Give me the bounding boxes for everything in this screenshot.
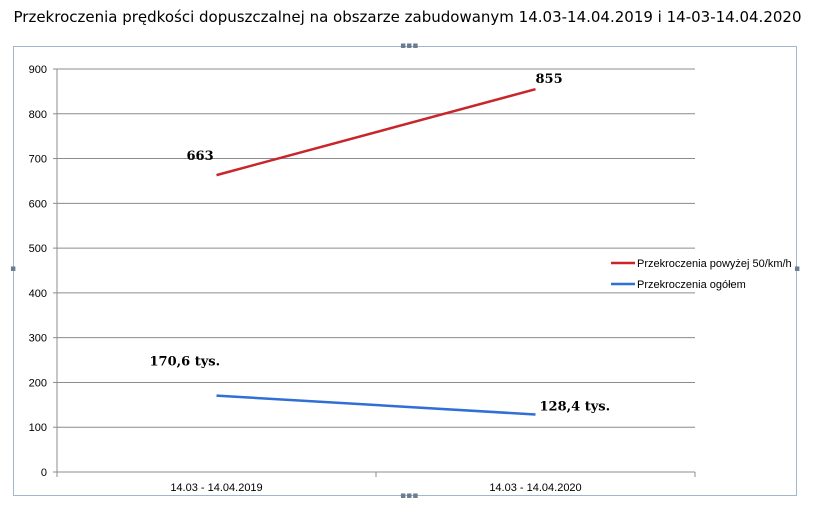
y-tick-label: 100 — [29, 422, 47, 434]
y-tick-label: 0 — [41, 467, 47, 479]
data-label: 128,4 tys. — [540, 400, 611, 415]
y-tick-label: 800 — [29, 109, 47, 121]
resize-handle-right[interactable]: ▪ — [794, 264, 801, 274]
chart-frame[interactable] — [13, 46, 797, 496]
data-label: 663 — [187, 149, 214, 164]
y-tick-label: 600 — [29, 198, 47, 210]
resize-handle-left[interactable]: ▪ — [10, 264, 17, 274]
y-tick-label: 700 — [29, 154, 47, 166]
chart-title: Przekroczenia prędkości dopuszczalnej na… — [13, 8, 802, 26]
resize-handle-top[interactable]: ▪▪▪ — [400, 41, 419, 51]
legend-label: Przekroczenia ogółem — [637, 279, 746, 291]
y-tick-label: 500 — [29, 243, 47, 255]
x-tick-label: 14.03 - 14.04.2020 — [489, 482, 581, 494]
y-tick-label: 900 — [29, 64, 47, 76]
series-line — [216, 394, 536, 416]
data-label: 855 — [536, 72, 563, 87]
resize-handle-bottom[interactable]: ▪▪▪ — [400, 491, 419, 501]
data-label: 170,6 tys. — [150, 355, 221, 370]
legend-label: Przekroczenia powyżej 50/km/h — [637, 258, 792, 270]
x-tick-label: 14.03 - 14.04.2019 — [170, 482, 262, 494]
y-tick-label: 400 — [29, 288, 47, 300]
y-tick-label: 200 — [29, 377, 47, 389]
series-line — [216, 87, 536, 177]
y-tick-label: 300 — [29, 333, 47, 345]
